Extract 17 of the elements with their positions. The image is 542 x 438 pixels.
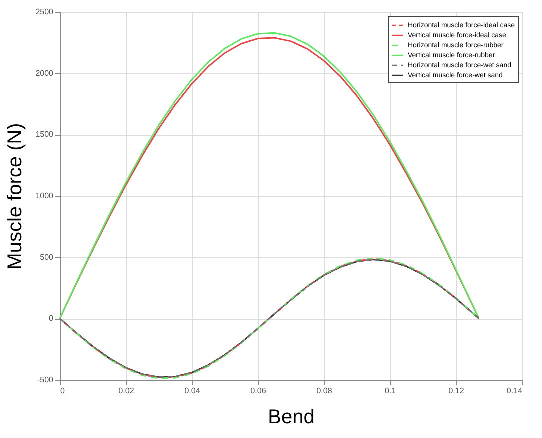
y-tick-label: 1000 [36, 192, 54, 200]
x-tick-label: 0.1 [384, 386, 397, 396]
y-tick-label: -500 [37, 376, 54, 384]
y-tick-label: 1500 [36, 130, 54, 140]
y-tick-label: 500 [40, 252, 54, 262]
x-tick-label: 0.08 [316, 386, 333, 396]
x-tick-label: 0.04 [184, 386, 201, 396]
y-tick-label: 2500 [36, 8, 54, 16]
x-axis-title: Bend [268, 406, 315, 428]
x-tick-label: 0.12 [448, 386, 465, 396]
y-tick-label: 0 [49, 314, 54, 324]
x-tick-label: 0 [60, 386, 66, 396]
x-tick-label: 0.14 [506, 386, 524, 396]
y-tick-label: 2000 [36, 68, 54, 78]
y-axis-title: Muscle force (N) [4, 123, 27, 270]
x-tick-label: 0.02 [118, 386, 135, 396]
x-tick-label: 0.06 [250, 386, 267, 396]
